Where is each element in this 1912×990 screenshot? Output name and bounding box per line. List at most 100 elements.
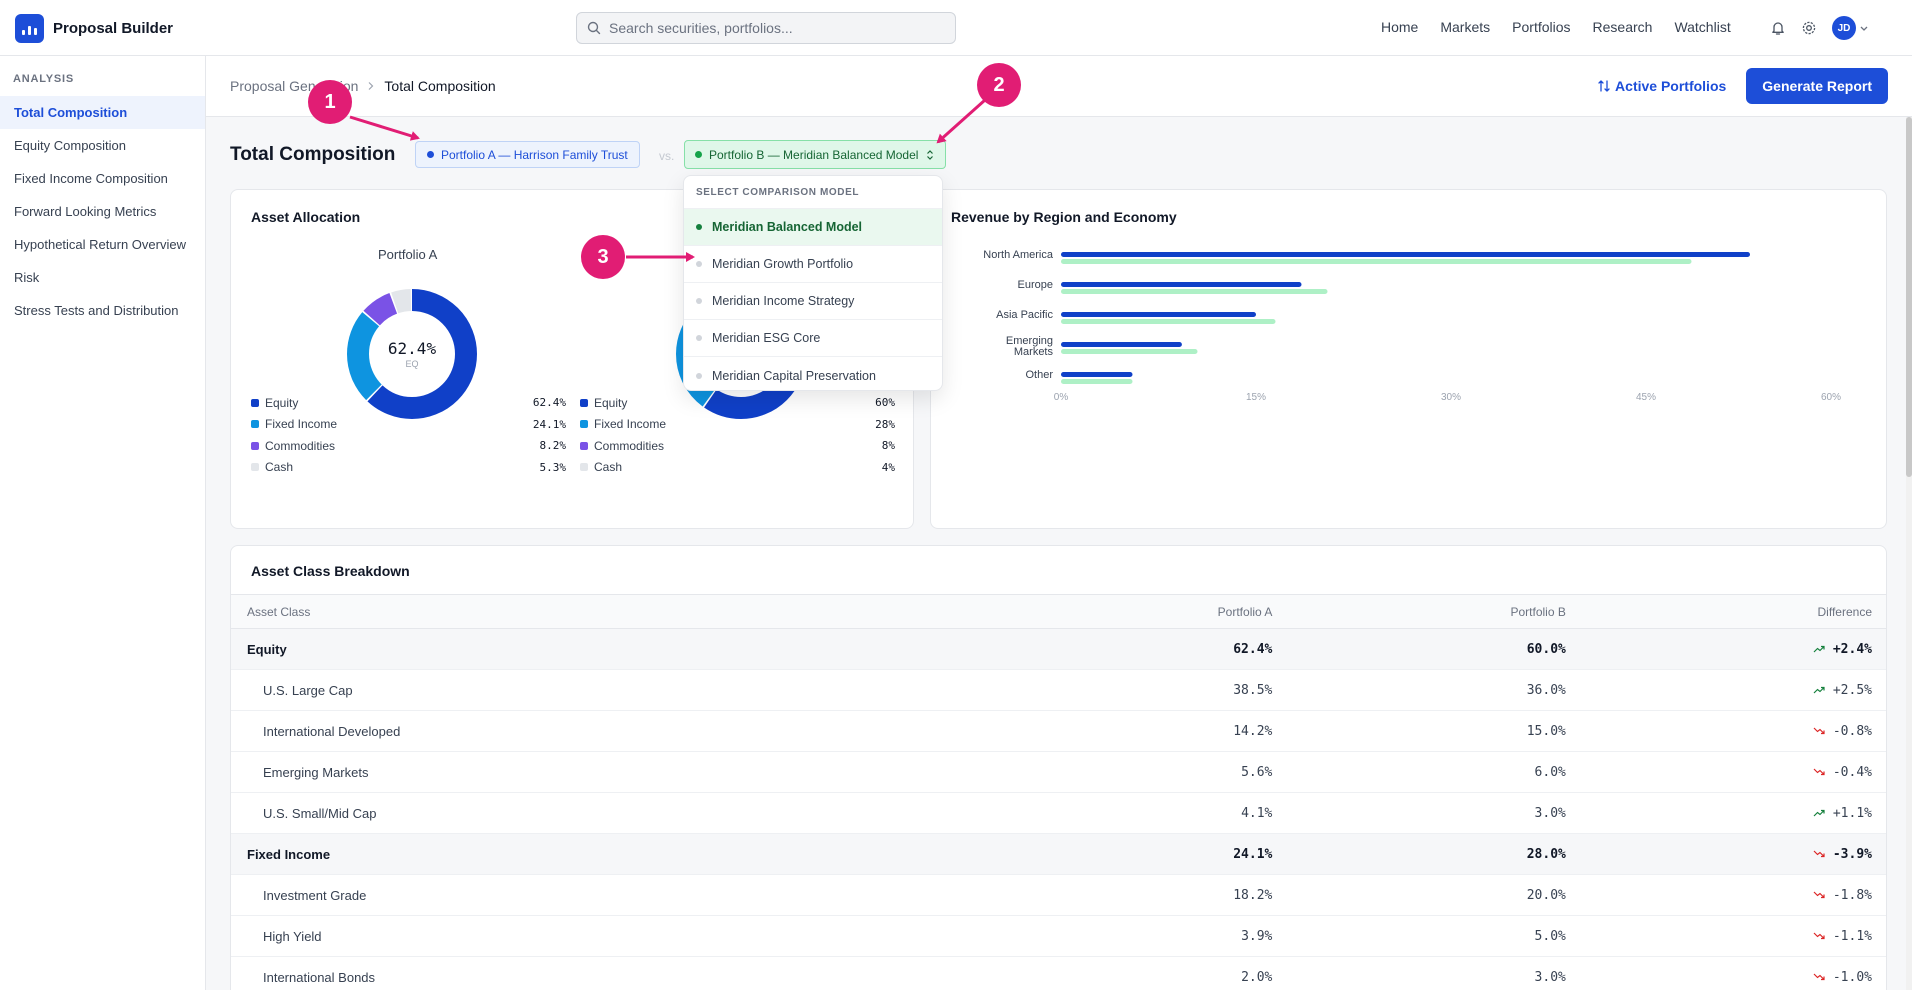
portfolio-b-cell: 28.0% bbox=[1288, 833, 1582, 875]
legend-row-equity: Equity 60% bbox=[580, 392, 895, 414]
table-row[interactable]: Investment Grade 18.2% 20.0% -1.8% bbox=[231, 874, 1886, 916]
portfolio-a-slice-fixed-income[interactable] bbox=[347, 289, 477, 419]
sub-header: Proposal Generation Total Composition Ac… bbox=[206, 56, 1912, 117]
portfolio-b-selector[interactable]: Portfolio B — Meridian Balanced Model bbox=[684, 140, 947, 169]
sidebar-nav: Total Composition Equity Composition Fix… bbox=[0, 96, 205, 327]
gear-icon[interactable] bbox=[1801, 20, 1817, 36]
table-row[interactable]: International Bonds 2.0% 3.0% -1.0% bbox=[231, 956, 1886, 990]
top-icons: JD bbox=[1770, 16, 1869, 40]
difference-value: +2.5% bbox=[1832, 682, 1872, 698]
category-label: Asia Pacific bbox=[996, 309, 1053, 321]
table-row[interactable]: U.S. Small/Mid Cap 4.1% 3.0% +1.1% bbox=[231, 792, 1886, 834]
dropdown-item-meridian-balanced[interactable]: Meridian Balanced Model bbox=[684, 209, 942, 246]
dropdown-item-meridian-capital[interactable]: Meridian Capital Preservation bbox=[684, 357, 942, 390]
table-row[interactable]: U.S. Large Cap 38.5% 36.0% +2.5% bbox=[231, 669, 1886, 711]
trend-up-icon bbox=[1813, 645, 1825, 652]
dropdown-item-meridian-income[interactable]: Meridian Income Strategy bbox=[684, 283, 942, 320]
difference-cell: -3.9% bbox=[1581, 833, 1886, 875]
table-header-row: Asset Class Portfolio A Portfolio B Diff… bbox=[231, 594, 1886, 629]
col-header-difference[interactable]: Difference bbox=[1581, 594, 1886, 629]
nav-portfolios[interactable]: Portfolios bbox=[1512, 19, 1571, 35]
sidebar-item-total-composition[interactable]: Total Composition bbox=[0, 96, 205, 129]
col-header-asset-class[interactable]: Asset Class bbox=[231, 594, 963, 629]
dropdown-item-meridian-esg[interactable]: Meridian ESG Core bbox=[684, 320, 942, 357]
sidebar-item-hypothetical-return-overview[interactable]: Hypothetical Return Overview bbox=[14, 237, 186, 252]
bar-series-2[interactable] bbox=[1061, 379, 1133, 384]
legend-value: 24.1% bbox=[532, 417, 566, 431]
page-scrollbar-thumb[interactable] bbox=[1906, 117, 1912, 477]
bar-series-1[interactable] bbox=[1061, 282, 1302, 287]
legend-value: 60% bbox=[875, 396, 895, 410]
col-header-portfolio-a[interactable]: Portfolio A bbox=[962, 594, 1289, 629]
col-header-portfolio-b[interactable]: Portfolio B bbox=[1288, 594, 1582, 629]
dropdown-header: SELECT COMPARISON MODEL bbox=[684, 176, 942, 209]
donut-center: 62.4% EQ bbox=[342, 284, 482, 424]
sidebar-item-equity-composition[interactable]: Equity Composition bbox=[14, 138, 126, 153]
table-row[interactable]: High Yield 3.9% 5.0% -1.1% bbox=[231, 915, 1886, 957]
legend-swatch bbox=[580, 463, 588, 472]
active-portfolios-button[interactable]: Active Portfolios bbox=[1597, 78, 1726, 94]
chevron-updown-icon bbox=[927, 149, 934, 160]
asset-class-breakdown-card: Asset Class Breakdown Asset Class Portfo… bbox=[230, 545, 1887, 990]
annotation-arrow-1 bbox=[349, 115, 420, 141]
asset-class-cell: High Yield bbox=[231, 915, 963, 957]
page-scrollbar-track[interactable] bbox=[1906, 117, 1912, 990]
revenue-region-title: Revenue by Region and Economy bbox=[951, 209, 1177, 225]
bar-series-1[interactable] bbox=[1061, 312, 1256, 317]
bar-series-1[interactable] bbox=[1061, 372, 1133, 377]
portfolio-b-cell: 20.0% bbox=[1288, 874, 1582, 916]
dropdown-item-label: Meridian Balanced Model bbox=[712, 220, 863, 234]
portfolio-a-cell: 14.2% bbox=[962, 710, 1289, 752]
sidebar-item-stress-tests[interactable]: Stress Tests and Distribution bbox=[14, 303, 179, 318]
table-group-row[interactable]: Equity 62.4% 60.0% +2.4% bbox=[231, 628, 1886, 670]
search-box[interactable] bbox=[576, 12, 956, 44]
portfolio-a-cell: 62.4% bbox=[962, 628, 1289, 670]
sidebar-item-risk[interactable]: Risk bbox=[14, 270, 40, 285]
portfolio-a-selector[interactable]: Portfolio A — Harrison Family Trust bbox=[415, 141, 640, 168]
table-row[interactable]: Emerging Markets 5.6% 6.0% -0.4% bbox=[231, 751, 1886, 793]
legend-label: Equity bbox=[265, 395, 299, 410]
portfolio-a-cell: 3.9% bbox=[962, 915, 1289, 957]
table-group-row[interactable]: Fixed Income 24.1% 28.0% -3.9% bbox=[231, 833, 1886, 875]
difference-value: +1.1% bbox=[1832, 805, 1872, 821]
portfolio-a-slice-equity[interactable] bbox=[347, 289, 477, 419]
nav-watchlist[interactable]: Watchlist bbox=[1674, 19, 1731, 35]
generate-report-button[interactable]: Generate Report bbox=[1746, 68, 1888, 104]
bar-series-1[interactable] bbox=[1061, 252, 1750, 257]
user-menu[interactable]: JD bbox=[1832, 16, 1869, 40]
portfolio-b-cell: 60.0% bbox=[1288, 628, 1582, 670]
sidebar-item-forward-looking-metrics[interactable]: Forward Looking Metrics bbox=[14, 204, 157, 219]
search-input[interactable] bbox=[609, 20, 939, 36]
nav-home[interactable]: Home bbox=[1381, 19, 1419, 35]
difference-cell: +2.4% bbox=[1581, 628, 1886, 670]
bar-series-2[interactable] bbox=[1061, 349, 1198, 354]
bar-series-1[interactable] bbox=[1061, 342, 1182, 347]
nav-markets[interactable]: Markets bbox=[1440, 19, 1491, 35]
bar-series-2[interactable] bbox=[1061, 319, 1276, 324]
asset-class-cell: International Bonds bbox=[231, 956, 963, 990]
legend-swatch bbox=[580, 441, 588, 450]
sidebar-section-label: ANALYSIS bbox=[13, 73, 75, 85]
selected-dot-icon bbox=[696, 224, 702, 230]
portfolio-a-cell: 18.2% bbox=[962, 874, 1289, 916]
trend-up-icon bbox=[1813, 809, 1825, 816]
asset-class-cell: Equity bbox=[231, 628, 963, 670]
table-row[interactable]: International Developed 14.2% 15.0% -0.8% bbox=[231, 710, 1886, 752]
bell-icon[interactable] bbox=[1770, 20, 1786, 36]
legend-value: 5.3% bbox=[539, 460, 567, 474]
asset-class-breakdown-title: Asset Class Breakdown bbox=[251, 563, 410, 579]
x-tick-label: 60% bbox=[1821, 392, 1841, 403]
x-tick-label: 45% bbox=[1636, 392, 1656, 403]
top-nav: Home Markets Portfolios Research Watchli… bbox=[1381, 19, 1753, 35]
vs-label: vs. bbox=[659, 149, 675, 163]
nav-research[interactable]: Research bbox=[1592, 19, 1653, 35]
dropdown-item-meridian-growth[interactable]: Meridian Growth Portfolio bbox=[684, 246, 942, 283]
legend-label: Cash bbox=[265, 460, 294, 475]
legend-value: 62.4% bbox=[532, 396, 566, 410]
trend-down-icon bbox=[1813, 850, 1825, 857]
brand[interactable]: Proposal Builder bbox=[15, 14, 173, 43]
bar-series-2[interactable] bbox=[1061, 259, 1692, 264]
sidebar-item-fixed-income-composition[interactable]: Fixed Income Composition bbox=[14, 171, 168, 186]
difference-value: -3.9% bbox=[1832, 846, 1872, 862]
bar-series-2[interactable] bbox=[1061, 289, 1328, 294]
